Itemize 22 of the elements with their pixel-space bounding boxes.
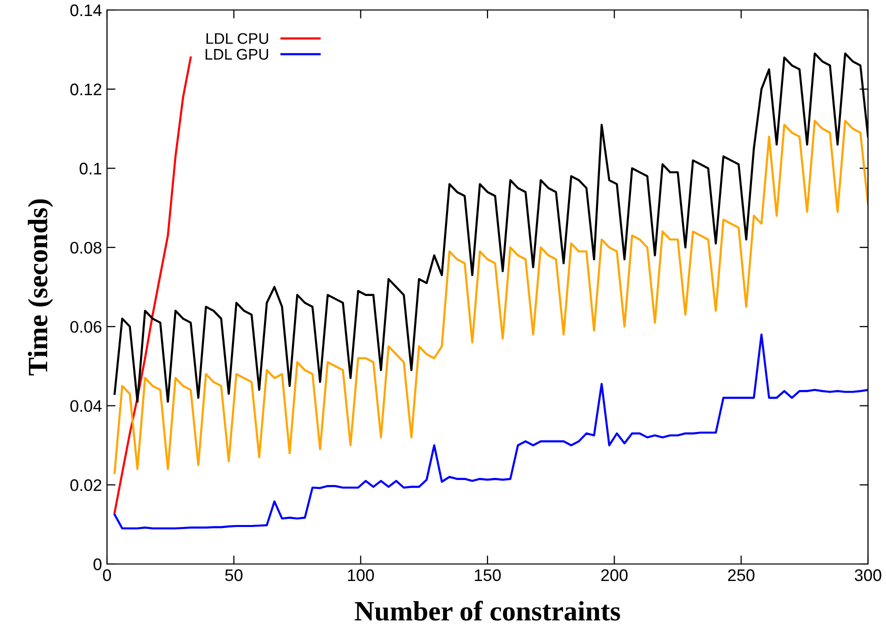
x-tick-label: 50 (225, 569, 242, 582)
y-tick-label: 0.06 (70, 320, 102, 333)
line-series (114, 120, 868, 474)
x-tick-label: 300 (854, 569, 882, 582)
y-tick-label: 0.14 (70, 4, 102, 16)
y-axis-title: Time (seconds) (28, 199, 54, 376)
y-tick-label: 0.04 (70, 400, 102, 412)
line-series (114, 56, 192, 514)
x-tick-label: 0 (103, 569, 111, 582)
x-tick-label: 100 (348, 569, 374, 582)
y-tick-label: 0.1 (80, 162, 102, 174)
x-tick-label: 150 (474, 569, 501, 582)
y-tick-label: 0.08 (70, 242, 102, 254)
x-tick-label: 200 (601, 569, 628, 582)
x-axis-title: Number of constraints (354, 600, 620, 621)
y-tick-label: 0.12 (70, 84, 102, 96)
x-tick-label: 250 (728, 569, 754, 582)
legend-label: LDL GPU (206, 48, 268, 60)
legend-label: LDL CPU (206, 33, 268, 44)
y-tick-label: 0.02 (70, 479, 102, 492)
y-tick-label: 0 (94, 558, 102, 570)
line-series (114, 333, 868, 530)
